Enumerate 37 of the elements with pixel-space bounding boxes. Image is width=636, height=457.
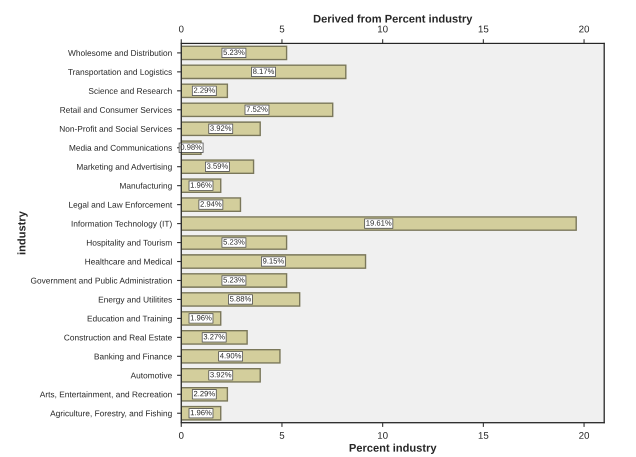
x2-tick-label: 15 — [478, 26, 488, 32]
y-tick-label: Transportation and Logistics — [68, 68, 172, 77]
y-tick-label: Non-Profit and Social Services — [60, 126, 172, 132]
y-tick-label: Media and Communications — [70, 144, 172, 151]
x2-tick-label: 0 — [178, 26, 184, 32]
bar — [181, 216, 577, 231]
y-tick-label: Marketing and Advertising — [77, 164, 172, 172]
y-tick-label: Retail and Consumer Services — [60, 106, 172, 113]
bar — [181, 254, 366, 269]
x2-tick-label: 5 — [280, 26, 284, 32]
x-tick-label: 5 — [280, 432, 284, 439]
x2-tick-label: 10 — [378, 26, 388, 32]
x-tick-label: 0 — [178, 432, 184, 439]
y-tick-label: Legal and Law Enforcement — [69, 202, 172, 210]
bar — [181, 64, 346, 80]
bar — [181, 102, 334, 118]
y-tick-label: Education and Training — [88, 315, 172, 324]
y-tick-label: Banking and Finance — [94, 353, 172, 362]
y-tick-label: Energy and Utilitites — [98, 296, 172, 304]
y-tick-label: Arts, Entertainment, and Recreation — [40, 391, 172, 398]
y-tick-label: Manufacturing — [120, 182, 172, 190]
y-tick-label: Construction and Real Estate — [64, 334, 172, 340]
y-tick-label: Science and Research — [88, 88, 172, 94]
x-axis-title: Percent industry — [350, 444, 437, 454]
y-axis-title: industry — [17, 211, 28, 254]
x-tick-label: 20 — [579, 432, 590, 439]
y-tick-label: Agriculture, Forestry, and Fishing — [50, 410, 172, 418]
y-tick-label: Government and Public Administration — [30, 277, 172, 284]
x-tick-label: 10 — [378, 432, 388, 439]
y-tick-label: Hospitality and Tourism — [86, 240, 172, 248]
x2-axis-title: Derived from Percent industry — [314, 14, 472, 25]
y-tick-label: Healthcare and Medical — [85, 258, 172, 265]
x-tick-label: 15 — [478, 432, 488, 439]
y-tick-label: Wholesome and Distribution — [68, 50, 172, 56]
x2-tick-label: 20 — [579, 26, 590, 32]
y-tick-label: Information Technology (IT) — [72, 220, 172, 228]
y-tick-label: Automotive — [130, 372, 172, 378]
